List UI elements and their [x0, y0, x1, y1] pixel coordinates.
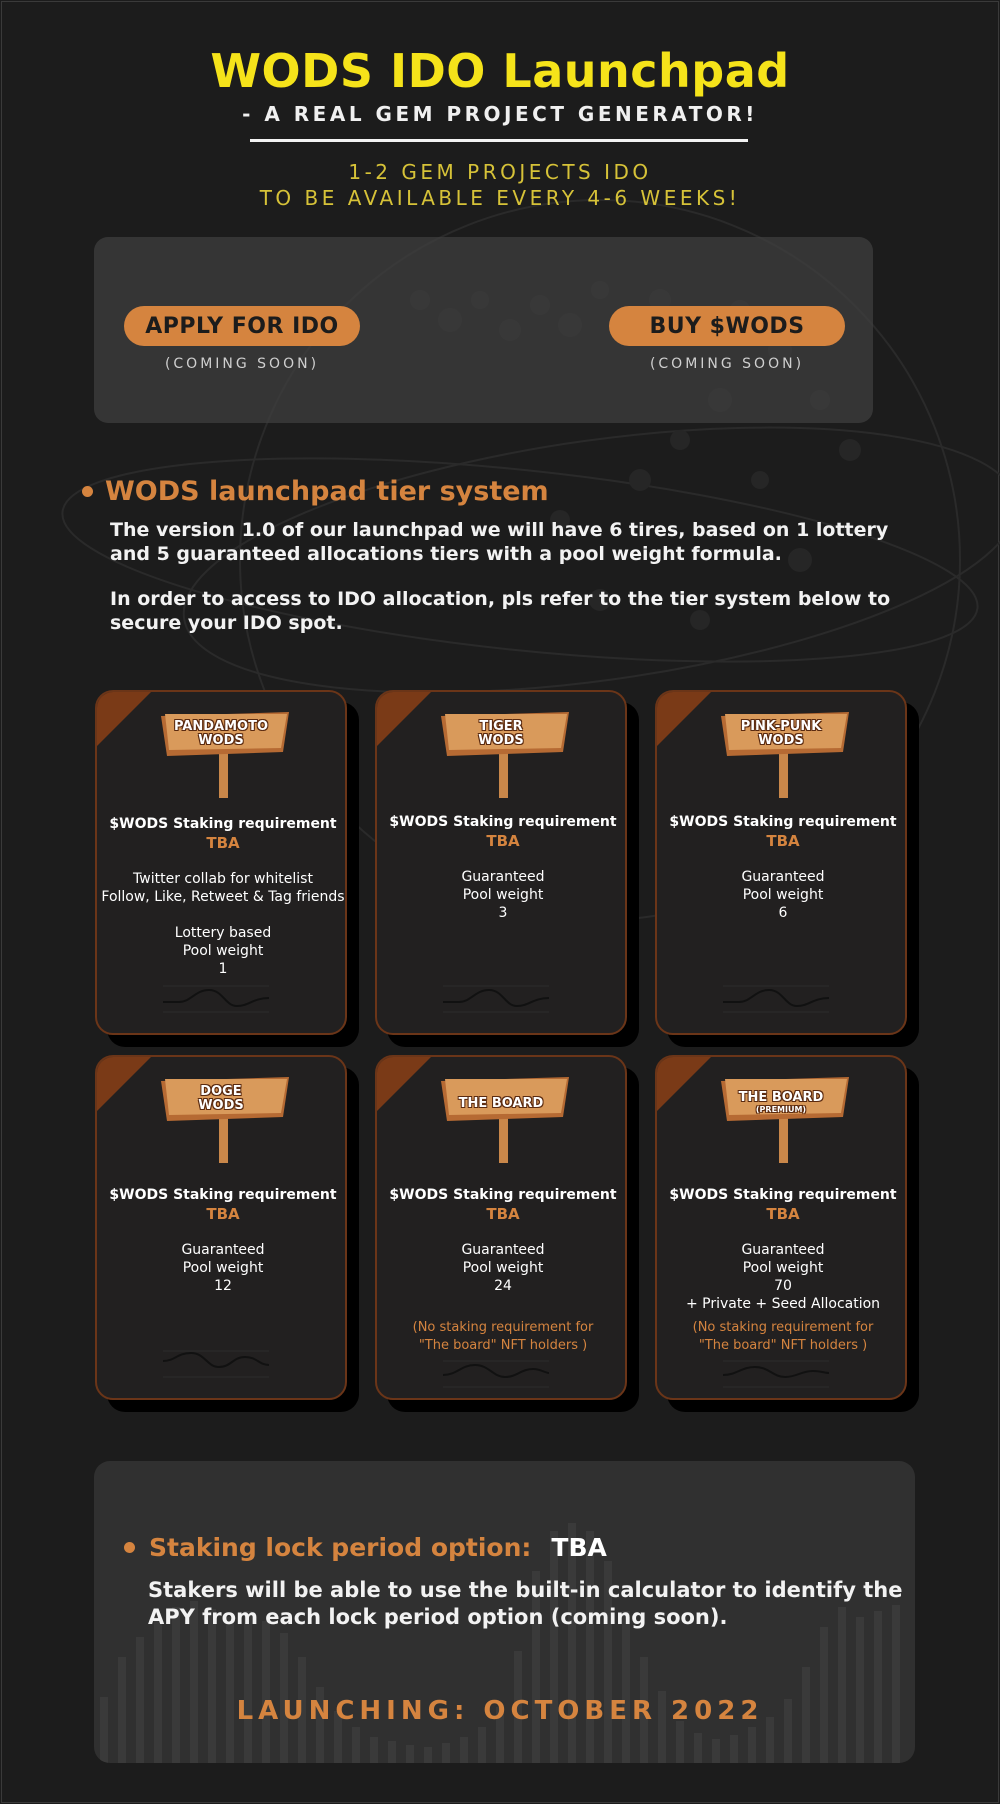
- card-corner-fold: [377, 1057, 431, 1111]
- staking-requirement-value: TBA: [486, 1205, 520, 1223]
- equalizer-bars-decoration: [100, 1523, 900, 1763]
- tier-sign-label: THE BOARD: [458, 1096, 544, 1111]
- tier-details: Guaranteed Pool weight 24: [461, 1242, 545, 1294]
- buy-status-label: (COMING SOON): [649, 356, 805, 372]
- staking-requirement-value: TBA: [486, 832, 520, 850]
- staking-requirement-label: $WODS Staking requirement: [669, 1187, 897, 1203]
- title-divider: [250, 139, 748, 142]
- tier-intro-paragraph: The version 1.0 of our launchpad we will…: [110, 519, 889, 565]
- tier-sign-label: PINK-PUNK WODS: [740, 719, 822, 748]
- tier-sign-label: THE BOARD (PREMIUM): [738, 1090, 824, 1115]
- wave-decoration-icon: [442, 1360, 550, 1388]
- tier-section-heading-text: WODS launchpad tier system: [105, 476, 549, 507]
- staking-requirement-label: $WODS Staking requirement: [109, 816, 337, 832]
- card-corner-fold: [377, 692, 431, 746]
- staking-requirement-value: TBA: [766, 1205, 800, 1223]
- wooden-sign-icon: [441, 1077, 569, 1163]
- wave-decoration-icon: [162, 1350, 270, 1378]
- card-corner-fold: [97, 1057, 151, 1111]
- apply-for-ido-button[interactable]: APPLY FOR IDO: [124, 306, 360, 346]
- staking-requirement-value: TBA: [766, 832, 800, 850]
- card-corner-fold: [657, 1057, 711, 1111]
- staking-requirement-label: $WODS Staking requirement: [109, 1187, 337, 1203]
- staking-heading-text: Staking lock period option:: [149, 1533, 532, 1562]
- wooden-sign-icon: [161, 1077, 289, 1163]
- buy-wods-button[interactable]: BUY $WODS: [609, 306, 845, 346]
- tier-card-doge: DOGE WODS $WODS Staking requirement TBA G…: [95, 1055, 359, 1412]
- wave-decoration-icon: [723, 985, 830, 1013]
- staking-requirement-label: $WODS Staking requirement: [389, 814, 617, 830]
- launch-date-banner: LAUNCHING: OCTOBER 2022: [236, 1696, 764, 1726]
- wooden-sign-icon: [721, 712, 849, 798]
- staking-heading: Staking lock period option: TBA: [124, 1533, 607, 1562]
- staking-panel: [94, 1461, 915, 1763]
- tier-card-the-board-premium: THE BOARD (PREMIUM) $WODS Staking requir…: [655, 1055, 919, 1412]
- tier-card-pink-punk: PINK-PUNK WODS $WODS Staking requirement …: [655, 690, 919, 1047]
- apply-status-label: (COMING SOON): [164, 356, 320, 372]
- tier-details: Guaranteed Pool weight 3: [461, 869, 545, 921]
- tier-details: Guaranteed Pool weight 6: [741, 869, 825, 921]
- wooden-sign-icon: [161, 712, 289, 798]
- wooden-sign-icon: [441, 712, 569, 798]
- wave-decoration-icon: [163, 985, 270, 1013]
- staking-requirement-label: $WODS Staking requirement: [669, 814, 897, 830]
- nft-holder-note: (No staking requirement for "The board" …: [412, 1320, 594, 1353]
- tagline-line-2: TO BE AVAILABLE EVERY 4-6 WEEKS!: [259, 186, 741, 210]
- page-subtitle: - A REAL GEM PROJECT GENERATOR!: [242, 102, 758, 126]
- tier-details: Guaranteed Pool weight 12: [181, 1242, 265, 1294]
- nft-holder-note: (No staking requirement for "The board" …: [692, 1320, 874, 1353]
- page-title: WODS IDO Launchpad: [210, 44, 790, 98]
- wave-decoration-icon: [722, 1360, 830, 1388]
- tier-details: Guaranteed Pool weight 70 + Private + Se…: [685, 1242, 881, 1312]
- tier-card-the-board: THE BOARD $WODS Staking requirement TBA …: [375, 1055, 639, 1412]
- tier-sign-label: DOGE WODS: [198, 1084, 244, 1113]
- tagline-line-1: 1-2 GEM PROJECTS IDO: [348, 160, 652, 184]
- tier-card-tiger: TIGER WODS $WODS Staking requirement TBA …: [375, 690, 639, 1047]
- staking-heading-value: TBA: [551, 1533, 607, 1562]
- wave-decoration-icon: [443, 985, 550, 1013]
- card-corner-fold: [97, 692, 151, 746]
- tier-section-heading: WODS launchpad tier system: [82, 476, 549, 507]
- tier-sign-label: PANDAMOTO WODS: [173, 719, 269, 748]
- bullet-icon: [82, 486, 93, 497]
- staking-requirement-label: $WODS Staking requirement: [389, 1187, 617, 1203]
- tier-sign-label: TIGER WODS: [478, 719, 524, 748]
- card-corner-fold: [657, 692, 711, 746]
- tier-access-paragraph: In order to access to IDO allocation, pl…: [110, 588, 891, 634]
- staking-requirement-value: TBA: [206, 834, 240, 852]
- wooden-sign-icon: [721, 1077, 849, 1163]
- bullet-icon: [124, 1542, 135, 1553]
- tier-card-pandamoto: PANDAMOTO WODS $WODS Staking requirement …: [95, 690, 359, 1047]
- tier-details: Twitter collab for whitelist Follow, Lik…: [101, 871, 345, 977]
- staking-description: Stakers will be able to use the built-in…: [148, 1578, 903, 1629]
- staking-requirement-value: TBA: [206, 1205, 240, 1223]
